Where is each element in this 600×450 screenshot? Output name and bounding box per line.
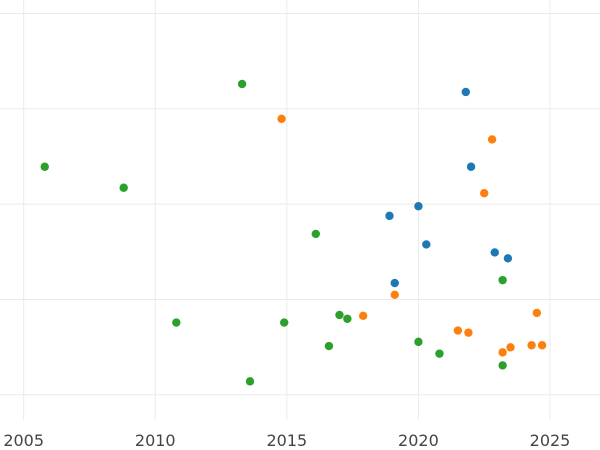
data-point-s0-3 [422, 240, 431, 249]
data-point-s1-2 [390, 290, 399, 300]
data-point-s1-5 [480, 189, 489, 198]
x-tick-label: 2025 [530, 431, 571, 450]
data-point-s1-9 [527, 341, 536, 350]
data-point-s0-0 [385, 211, 394, 221]
x-tick-label: 2005 [3, 431, 44, 450]
x-tick-label: 2010 [135, 431, 176, 450]
data-point-s1-8 [506, 343, 515, 352]
data-point-s1-0 [277, 114, 286, 124]
data-point-s1-7 [498, 348, 507, 357]
data-point-s0-6 [490, 248, 499, 257]
data-point-s2-9 [343, 314, 352, 323]
data-point-s2-7 [324, 341, 334, 351]
data-point-s1-6 [487, 135, 497, 144]
data-point-s1-4 [464, 328, 473, 337]
data-points [40, 79, 547, 386]
data-point-s2-6 [311, 229, 320, 239]
data-point-s2-5 [280, 318, 289, 327]
data-point-s0-4 [461, 87, 470, 97]
data-point-s2-3 [237, 79, 247, 89]
data-point-s2-10 [414, 337, 423, 347]
data-point-s0-2 [414, 202, 423, 211]
data-point-s2-2 [172, 318, 181, 327]
data-point-s2-12 [498, 275, 507, 285]
x-tick-labels: 2005 2010 2015 2020 2025 [3, 431, 570, 450]
data-point-s2-4 [245, 377, 255, 386]
data-point-s2-11 [435, 349, 444, 358]
data-point-s1-3 [453, 326, 463, 335]
x-tick-label: 2020 [398, 431, 439, 450]
x-tick-label: 2015 [266, 431, 307, 450]
data-point-s2-13 [498, 361, 507, 370]
data-point-s1-11 [537, 341, 547, 350]
data-point-s1-10 [532, 308, 542, 318]
data-point-s1-1 [358, 311, 368, 321]
data-point-s2-8 [335, 310, 344, 320]
data-point-s0-1 [390, 278, 399, 288]
x-gridlines [23, 0, 551, 420]
data-point-s0-5 [466, 162, 476, 171]
data-point-s2-0 [40, 162, 49, 171]
data-point-s2-1 [119, 183, 128, 192]
y-gridlines [0, 12, 600, 396]
data-point-s0-7 [503, 254, 513, 263]
